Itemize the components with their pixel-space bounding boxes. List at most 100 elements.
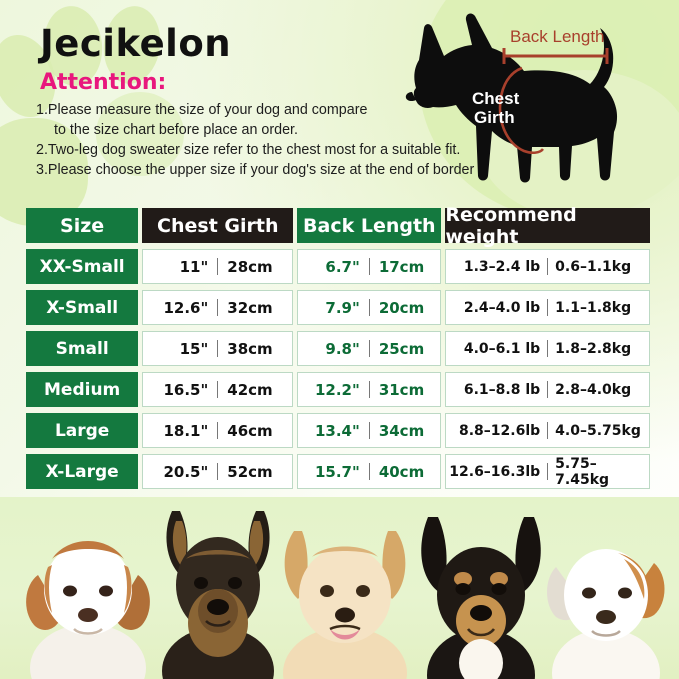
cell-size: X-Large xyxy=(26,454,139,489)
cell-back-length: 13.4" 34cm xyxy=(297,413,442,448)
weight-lb: 6.1–8.8 lb xyxy=(463,381,541,398)
weight-kg: 0.6–1.1kg xyxy=(555,258,632,275)
cell-back-length: 7.9" 20cm xyxy=(297,290,442,325)
value-separator xyxy=(217,299,219,316)
cell-chest-girth: 20.5" 52cm xyxy=(142,454,294,489)
value-separator xyxy=(547,422,549,439)
value-separator xyxy=(547,299,549,316)
header-back-length: Back Length xyxy=(297,208,442,243)
chest-cm: 38cm xyxy=(227,339,273,358)
attention-notes: 1.Please measure the size of your dog an… xyxy=(36,100,506,180)
header-size: Size xyxy=(26,208,139,243)
cell-back-length: 9.8" 25cm xyxy=(297,331,442,366)
cell-recommend-weight: 1.3–2.4 lb 0.6–1.1kg xyxy=(445,249,650,284)
value-separator xyxy=(547,258,549,275)
cell-recommend-weight: 8.8–12.6lb 4.0–5.75kg xyxy=(445,413,650,448)
weight-kg: 1.1–1.8kg xyxy=(555,299,632,316)
table-row: Medium 16.5" 42cm 12.2" 31cm 6.1–8.8 lb … xyxy=(26,372,650,407)
weight-lb: 4.0–6.1 lb xyxy=(463,340,541,357)
dog-photo-yorkshire-terrier xyxy=(146,503,290,679)
weight-kg: 5.75–7.45kg xyxy=(555,455,610,488)
chest-inches: 15" xyxy=(179,339,209,358)
chest-inches: 12.6" xyxy=(163,298,209,317)
cell-back-length: 15.7" 40cm xyxy=(297,454,442,489)
cell-back-length: 6.7" 17cm xyxy=(297,249,442,284)
value-separator xyxy=(217,422,219,439)
back-cm: 17cm xyxy=(378,257,425,276)
header-chest-girth: Chest Girth xyxy=(142,208,294,243)
chest-cm: 52cm xyxy=(227,462,273,481)
cell-size: X-Small xyxy=(26,290,139,325)
back-inches: 13.4" xyxy=(314,421,360,440)
back-inches: 7.9" xyxy=(325,298,360,317)
cell-recommend-weight: 6.1–8.8 lb 2.8–4.0kg xyxy=(445,372,650,407)
weight-lb: 12.6–16.3lb xyxy=(449,463,541,480)
cell-chest-girth: 11" 28cm xyxy=(142,249,294,284)
back-inches: 15.7" xyxy=(314,462,360,481)
back-cm: 20cm xyxy=(378,298,425,317)
chest-inches: 11" xyxy=(179,257,209,276)
back-inches: 9.8" xyxy=(325,339,360,358)
note-item: to the size chart before place an order. xyxy=(54,122,298,138)
value-separator xyxy=(547,381,549,398)
dog-photo-band xyxy=(0,497,679,679)
value-separator xyxy=(217,463,219,480)
table-row: Large 18.1" 46cm 13.4" 34cm 8.8–12.6lb 4… xyxy=(26,413,650,448)
table-row: Small 15" 38cm 9.8" 25cm 4.0–6.1 lb 1.8–… xyxy=(26,331,650,366)
cell-size: Large xyxy=(26,413,139,448)
back-cm: 40cm xyxy=(378,462,425,481)
value-separator xyxy=(368,340,370,357)
cell-chest-girth: 12.6" 32cm xyxy=(142,290,294,325)
note-item: 1.Please measure the size of your dog an… xyxy=(36,102,368,118)
value-separator xyxy=(368,463,370,480)
value-separator xyxy=(368,422,370,439)
value-separator xyxy=(368,299,370,316)
back-length-label: Back Length xyxy=(510,27,605,46)
table-row: X-Large 20.5" 52cm 15.7" 40cm 12.6–16.3l… xyxy=(26,454,650,489)
dog-photo-long-haired-chihuahua xyxy=(272,503,418,679)
table-header-row: Size Chest Girth Back Length Recommend w… xyxy=(26,204,650,248)
dog-measurement-diagram: Back Length Chest Girth xyxy=(400,8,679,208)
weight-kg: 2.8–4.0kg xyxy=(555,381,632,398)
cell-size: XX-Small xyxy=(26,249,139,284)
back-inches: 12.2" xyxy=(314,380,360,399)
value-separator xyxy=(547,340,549,357)
dog-photo-black-tan-chihuahua xyxy=(406,503,556,679)
back-cm: 25cm xyxy=(378,339,425,358)
brand-title: Jecikelon xyxy=(40,22,232,65)
value-separator xyxy=(368,381,370,398)
chest-girth-label-line2: Girth xyxy=(474,108,515,127)
value-separator xyxy=(217,258,219,275)
dog-photo-beagle-puppy xyxy=(18,503,158,679)
header-recommend-weight: Recommend weight xyxy=(445,204,650,248)
weight-lb: 8.8–12.6lb xyxy=(459,422,541,439)
cell-size: Small xyxy=(26,331,139,366)
chest-inches: 18.1" xyxy=(163,421,209,440)
cell-recommend-weight: 12.6–16.3lb 5.75–7.45kg xyxy=(445,454,650,489)
chest-cm: 28cm xyxy=(227,257,273,276)
paw-print-highlight-icon xyxy=(96,92,184,176)
chest-girth-label-line1: Chest xyxy=(472,89,520,108)
size-table: Size Chest Girth Back Length Recommend w… xyxy=(26,204,650,489)
chest-cm: 42cm xyxy=(227,380,273,399)
value-separator xyxy=(368,258,370,275)
cell-back-length: 12.2" 31cm xyxy=(297,372,442,407)
value-separator xyxy=(217,340,219,357)
chest-cm: 46cm xyxy=(227,421,273,440)
attention-label: Attention: xyxy=(40,70,167,95)
cell-chest-girth: 18.1" 46cm xyxy=(142,413,294,448)
cell-recommend-weight: 4.0–6.1 lb 1.8–2.8kg xyxy=(445,331,650,366)
weight-kg: 1.8–2.8kg xyxy=(555,340,632,357)
weight-lb: 2.4–4.0 lb xyxy=(463,299,541,316)
chest-inches: 20.5" xyxy=(163,462,209,481)
back-inches: 6.7" xyxy=(325,257,360,276)
value-separator xyxy=(547,463,549,480)
back-cm: 34cm xyxy=(378,421,425,440)
table-row: X-Small 12.6" 32cm 7.9" 20cm 2.4–4.0 lb … xyxy=(26,290,650,325)
note-item: 2.Two-leg dog sweater size refer to the … xyxy=(36,142,461,158)
cell-chest-girth: 16.5" 42cm xyxy=(142,372,294,407)
weight-lb: 1.3–2.4 lb xyxy=(463,258,541,275)
cell-recommend-weight: 2.4–4.0 lb 1.1–1.8kg xyxy=(445,290,650,325)
chest-inches: 16.5" xyxy=(163,380,209,399)
cell-chest-girth: 15" 38cm xyxy=(142,331,294,366)
